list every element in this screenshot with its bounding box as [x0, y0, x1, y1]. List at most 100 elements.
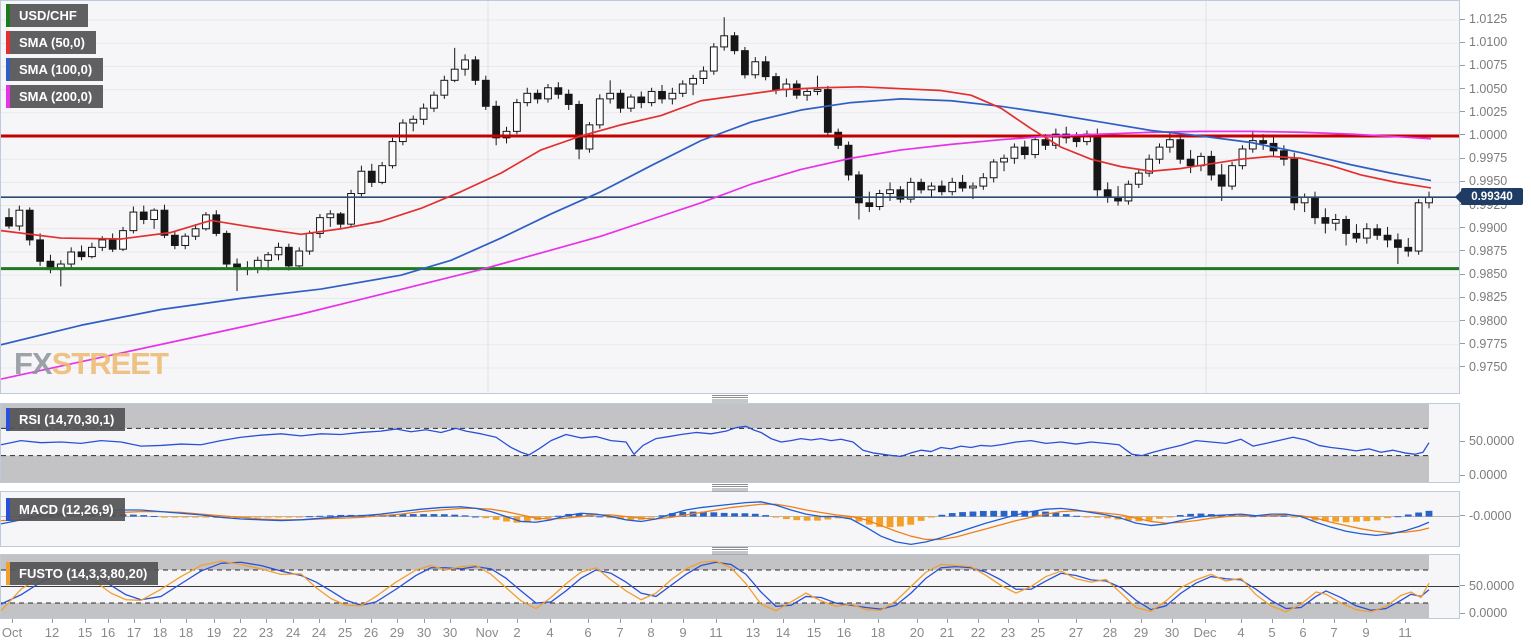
time-tick-label: 16 [836, 625, 852, 640]
price-axis[interactable]: 1.0125 1.0100 1.0075 1.0050 1.0025 1.0000 0.99… [1460, 0, 1531, 394]
time-tick [214, 619, 215, 623]
last-price-badge: 0.99340 [1455, 188, 1523, 206]
time-tick-label: 30 [1164, 625, 1180, 640]
time-tick-label: 16 [100, 625, 116, 640]
main-price-pane[interactable] [0, 0, 1460, 394]
time-tick [1366, 619, 1367, 623]
time-tick [620, 619, 621, 623]
axis-tick-label: 50.0000 [1460, 578, 1514, 594]
time-tick [108, 619, 109, 623]
time-tick [651, 619, 652, 623]
time-tick [814, 619, 815, 623]
time-tick-label: 24 [285, 625, 301, 640]
time-tick-label: 28 [1102, 625, 1118, 640]
main-chart-canvas[interactable] [1, 1, 1459, 393]
time-tick [293, 619, 294, 623]
stochastic-canvas[interactable] [1, 555, 1459, 618]
sma200-color-bar [6, 85, 10, 108]
time-tick [844, 619, 845, 623]
time-tick [716, 619, 717, 623]
rsi-canvas[interactable] [1, 404, 1459, 482]
time-tick [683, 619, 684, 623]
axis-tick-label: 0.9750 [1460, 359, 1507, 375]
time-tick-label: 23 [1000, 625, 1016, 640]
grip-lines-icon[interactable] [712, 484, 748, 492]
time-tick-label: 27 [1068, 625, 1084, 640]
time-tick-label: 19 [206, 625, 222, 640]
time-tick-label: 7 [1330, 625, 1338, 640]
panel-divider[interactable] [0, 546, 1460, 555]
fxstreet-watermark: FXSTREET [14, 346, 169, 382]
legend-chip-rsi[interactable]: RSI (14,70,30,1) [6, 408, 126, 431]
time-tick [947, 619, 948, 623]
rsi-pane[interactable] [0, 403, 1460, 483]
time-tick-label: 18 [152, 625, 168, 640]
time-tick [319, 619, 320, 623]
legend-chip-sma200[interactable]: SMA (200,0) [6, 85, 104, 108]
rsi-axis[interactable]: 50.0000 0.0000 [1460, 403, 1531, 483]
time-tick-label: 26 [363, 625, 379, 640]
time-tick [424, 619, 425, 623]
time-tick-label: 15 [77, 625, 93, 640]
time-tick-label: 15 [806, 625, 822, 640]
sma50-label: SMA (50,0) [19, 35, 85, 50]
time-tick-label: 5 [1268, 625, 1276, 640]
time-tick [1008, 619, 1009, 623]
legend-chip-symbol[interactable]: USD/CHF [6, 4, 88, 27]
time-tick-label: 29 [1133, 625, 1149, 640]
time-tick [550, 619, 551, 623]
macd-label: MACD (12,26,9) [19, 502, 114, 517]
time-tick-label: 7 [616, 625, 624, 640]
time-tick-label: 11 [1398, 625, 1412, 640]
time-tick-label: 8 [647, 625, 655, 640]
stochastic-axis[interactable]: 50.0000 0.0000 [1460, 554, 1531, 621]
watermark-street: STREET [51, 346, 169, 381]
time-tick [1303, 619, 1304, 623]
time-tick [1334, 619, 1335, 623]
time-tick [85, 619, 86, 623]
axis-tick-label: 0.9975 [1460, 150, 1507, 166]
axis-tick-label: 1.0100 [1460, 34, 1507, 50]
axis-tick-label: 0.0000 [1460, 605, 1507, 621]
axis-tick-label: 1.0050 [1460, 81, 1507, 97]
stochastic-pane[interactable] [0, 554, 1460, 619]
axis-tick-label: 0.0000 [1460, 467, 1507, 483]
macd-pane[interactable] [0, 491, 1460, 547]
time-tick [1076, 619, 1077, 623]
legend-chip-macd[interactable]: MACD (12,26,9) [6, 498, 125, 521]
time-tick [371, 619, 372, 623]
time-axis[interactable]: Oct 12 15 16 17 18 18 19 22 23 24 24 25 26 29 30 30 Nov 2 4… [0, 619, 1460, 643]
legend-chip-sma100[interactable]: SMA (100,0) [6, 58, 104, 81]
axis-tick-label: 0.9900 [1460, 220, 1507, 236]
panel-divider[interactable] [0, 394, 1460, 403]
rsi-color-bar [6, 408, 10, 431]
time-tick-label: 22 [232, 625, 248, 640]
legend-chip-fusto[interactable]: FUSTO (14,3,3,80,20) [6, 562, 159, 585]
sma100-color-bar [6, 58, 10, 81]
time-tick [1038, 619, 1039, 623]
time-tick [266, 619, 267, 623]
axis-tick-label: 0.9825 [1460, 289, 1507, 305]
time-tick [917, 619, 918, 623]
macd-axis[interactable]: -0.0000 [1460, 491, 1531, 547]
time-tick [1405, 619, 1406, 623]
time-tick [240, 619, 241, 623]
time-tick-label: Nov [475, 625, 499, 640]
time-tick [783, 619, 784, 623]
grip-lines-icon[interactable] [712, 395, 748, 403]
time-tick [134, 619, 135, 623]
macd-canvas[interactable] [1, 492, 1459, 546]
panel-divider[interactable] [0, 483, 1460, 492]
axis-tick-label: 1.0000 [1460, 127, 1507, 143]
time-tick-label: 4 [1237, 625, 1245, 640]
legend-chip-sma50[interactable]: SMA (50,0) [6, 31, 96, 54]
time-tick [1141, 619, 1142, 623]
time-tick [753, 619, 754, 623]
time-tick [450, 619, 451, 623]
axis-tick-label: 0.9950 [1460, 173, 1507, 189]
time-tick-label: 6 [1299, 625, 1307, 640]
time-tick-label: 6 [584, 625, 592, 640]
grip-lines-icon[interactable] [712, 547, 748, 555]
time-tick-label: 4 [546, 625, 554, 640]
